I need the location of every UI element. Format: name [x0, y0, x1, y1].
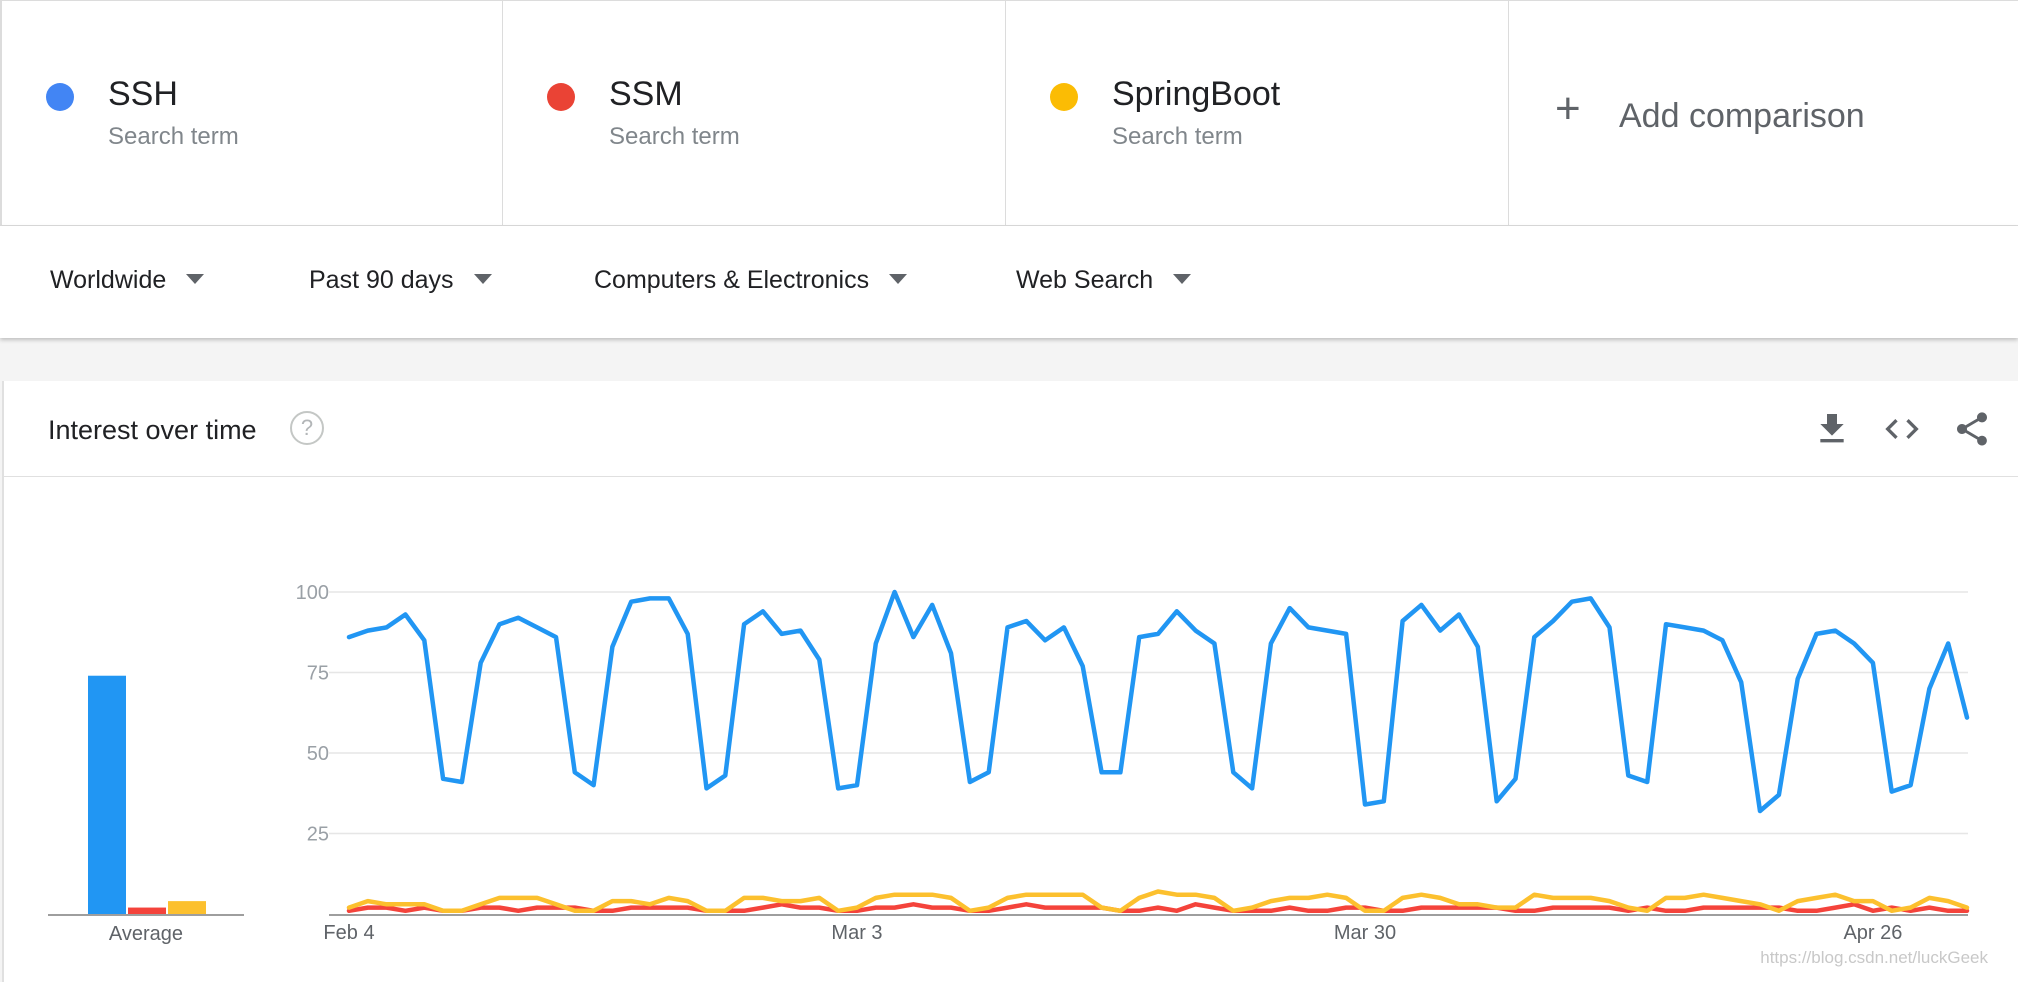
filter-label: Web Search [1016, 266, 1154, 294]
average-bar [88, 675, 126, 914]
filter-time-range-dropdown[interactable]: Past 90 days [309, 266, 492, 295]
y-tick-label: 50 [307, 743, 329, 765]
term-name[interactable]: SpringBoot [1112, 75, 1281, 113]
term-color-dot [547, 83, 575, 111]
y-tick-label: 100 [296, 582, 329, 604]
term-card-ssh[interactable]: SSH Search term [0, 1, 503, 225]
add-comparison-label[interactable]: Add comparison [1619, 97, 1865, 135]
term-color-dot [1050, 83, 1078, 111]
embed-code-icon[interactable] [1882, 409, 1922, 449]
term-color-dot [46, 83, 74, 111]
term-card-ssm[interactable]: SSM Search term [503, 1, 1006, 225]
average-bar [168, 901, 206, 914]
filter-region-dropdown[interactable]: Worldwide [50, 266, 205, 295]
interest-chart: 25 50 75 100 Feb 4 Mar 3 Mar 30 Apr 26 Average [48, 582, 1970, 945]
x-tick-label: Mar 3 [831, 922, 882, 944]
y-tick-label: 25 [307, 824, 329, 846]
help-icon[interactable]: ? [290, 411, 324, 445]
average-label: Average [109, 923, 183, 945]
interest-over-time-panel: Interest over time ? 25 50 75 100 Feb 4 Mar 3… [2, 381, 2018, 982]
caret-down-icon [889, 274, 908, 285]
search-terms-row: SSH Search term SSM Search term SpringBo… [0, 0, 2018, 226]
x-tick-label: Feb 4 [323, 922, 374, 944]
plus-icon[interactable]: + [1555, 84, 1581, 133]
term-card-springboot[interactable]: SpringBoot Search term [1006, 1, 1509, 225]
caret-down-icon [186, 274, 205, 285]
series-line-ssh [346, 589, 1970, 814]
filter-search-type-dropdown[interactable]: Web Search [1016, 266, 1192, 295]
add-comparison-button[interactable]: + Add comparison [1509, 1, 2018, 225]
caret-down-icon [1173, 274, 1192, 285]
filter-bar: Worldwide Past 90 days Computers & Elect… [0, 226, 2018, 338]
x-tick-label: Apr 26 [1843, 922, 1902, 944]
download-icon[interactable] [1812, 409, 1852, 449]
filter-label: Past 90 days [309, 266, 454, 294]
filter-category-dropdown[interactable]: Computers & Electronics [594, 266, 908, 295]
panel-header: Interest over time ? [4, 381, 2018, 477]
filter-label: Computers & Electronics [594, 266, 870, 294]
x-tick-label: Mar 30 [1334, 922, 1396, 944]
term-name[interactable]: SSH [108, 75, 178, 113]
series-line-ssm [346, 902, 1970, 914]
term-subtitle: Search term [1112, 123, 1243, 150]
series-line-springboot [346, 889, 1970, 914]
panel-title: Interest over time [48, 415, 257, 445]
filter-label: Worldwide [50, 266, 167, 294]
watermark: https://blog.csdn.net/luckGeek [1760, 948, 1988, 967]
average-bar [128, 907, 166, 914]
caret-down-icon [473, 274, 492, 285]
y-tick-label: 75 [307, 663, 329, 685]
term-subtitle: Search term [609, 123, 740, 150]
term-subtitle: Search term [108, 123, 239, 150]
share-icon[interactable] [1952, 409, 1992, 449]
term-name[interactable]: SSM [609, 75, 683, 113]
